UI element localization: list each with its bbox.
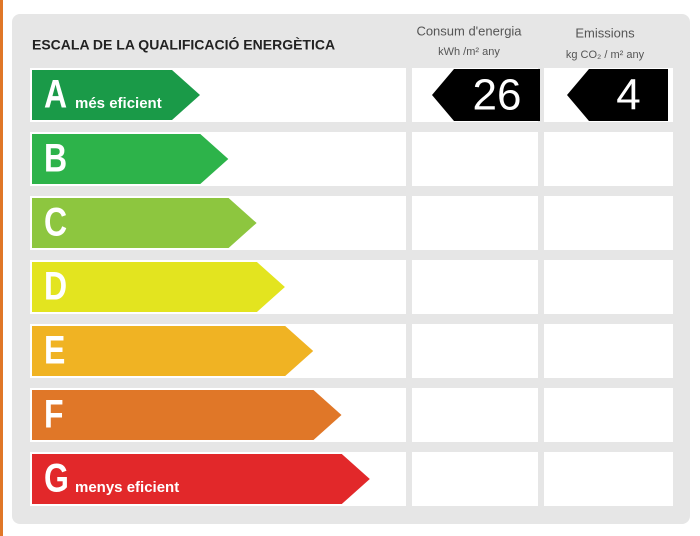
value-cell [544,388,673,442]
rating-label: menys eficient [75,479,179,496]
column-unit: kWh /m² any [438,46,500,58]
value-cell [544,132,673,186]
value-cell [412,324,538,378]
value-arrow [432,69,540,121]
rating-letter: B [44,135,67,180]
rating-arrow [32,262,285,312]
rating-arrow [32,454,370,504]
column-title: Emissions [575,25,635,40]
rating-arrow [32,70,200,120]
value-arrow [567,69,668,121]
rating-letter: G [44,455,69,500]
value-cell [544,260,673,314]
value-cell [412,452,538,506]
rating-letter: E [44,327,65,372]
value-cell [412,388,538,442]
value-cell [544,196,673,250]
rating-arrow [32,326,314,376]
value-cell [412,260,538,314]
rating-arrow [32,134,229,184]
rating-letter: A [44,71,67,116]
rating-letter: C [44,199,67,244]
column-unit: kg CO₂ / m² any [566,49,645,61]
edge-strip [0,0,3,536]
value: 26 [473,71,522,120]
value-cell [544,324,673,378]
value-cell [412,132,538,186]
rating-arrow [32,198,257,248]
rating-label: més eficient [75,95,162,112]
column-title: Consum d'energia [416,23,522,38]
value-cell [544,452,673,506]
rating-arrow [32,390,342,440]
title: ESCALA DE LA QUALIFICACIÓ ENERGÈTICA [32,36,335,53]
value: 4 [616,71,640,120]
value-cell [412,196,538,250]
rating-letter: F [44,391,64,436]
rating-letter: D [44,263,67,308]
